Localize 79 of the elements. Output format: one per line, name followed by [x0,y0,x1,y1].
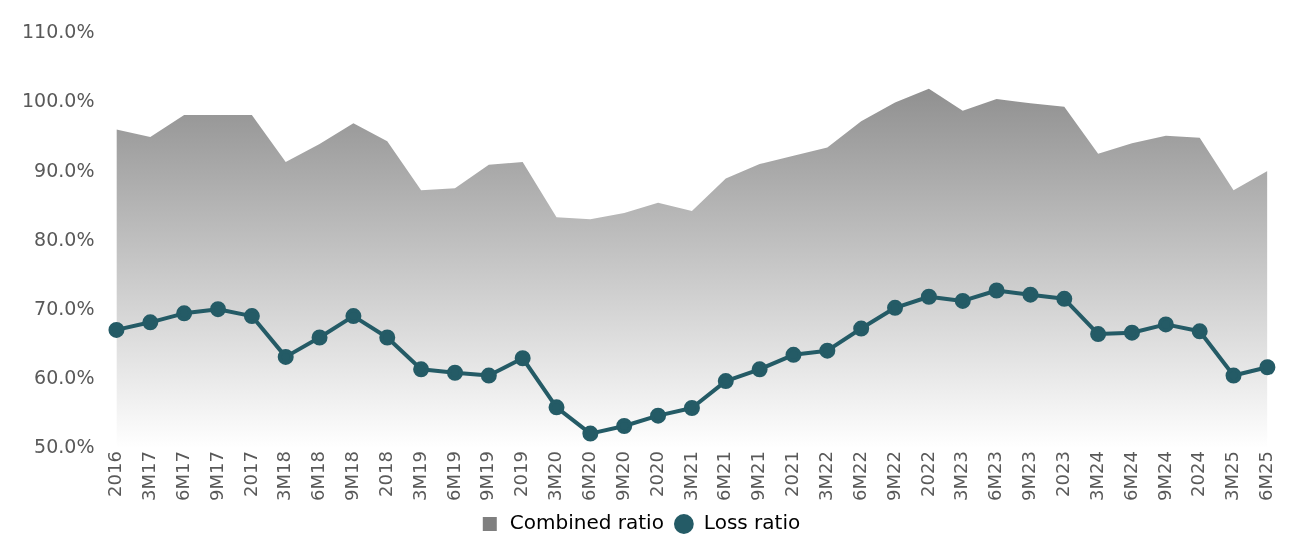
x-tick-label: 3M17 [137,451,159,501]
x-tick-label: 3M22 [815,451,836,501]
x-tick-label: 2019 [510,451,532,497]
y-tick-label: 60.0% [34,365,95,388]
point [853,320,870,337]
x-tick-label: 2020 [645,451,667,497]
point [379,329,396,346]
point [616,418,633,434]
x-tick-label: 3M18 [273,451,295,501]
y-tick-label: 100.0% [21,89,95,112]
x-tick-label: 2023 [1051,451,1073,497]
legend-label: Loss ratio [703,510,801,535]
x-tick-label: 6M20 [578,451,600,501]
y-tick-label: 80.0% [34,227,95,250]
x-tick-label: 3M24 [1085,451,1107,501]
x-tick-label: 6M17 [171,451,193,501]
x-tick-label: 3M25 [1221,451,1243,501]
x-tick-label: 9M18 [341,451,363,501]
point [345,308,362,325]
x-tick-label: 3M20 [544,451,566,501]
x-tick-label: 2016 [104,451,126,497]
point [717,373,734,390]
point [210,301,226,318]
point [548,399,565,416]
x-tick-label: 9M17 [205,451,227,501]
point [1022,286,1039,303]
x-tick-label: 2022 [916,451,938,497]
x-tick-label: 3M19 [408,451,430,501]
x-tick-label: 2024 [1187,451,1209,497]
x-tick-label: 3M23 [950,451,972,501]
point [1056,290,1073,307]
point [480,367,497,384]
x-tick-label: 6M25 [1255,451,1277,501]
x-tick-label: 9M21 [747,451,769,501]
point [751,361,768,378]
x-tick-label: 6M21 [713,451,735,501]
x-tick-label: 2021 [781,451,803,497]
point [954,292,971,309]
x-tick-label: 9M23 [1018,451,1040,501]
point [920,288,937,305]
x-tick-label: 9M20 [611,451,633,501]
x-tick-label: 6M24 [1119,451,1141,501]
x-tick-label: 2017 [239,451,261,497]
point [142,314,159,331]
x-tick-label: 6M18 [307,451,329,501]
x-tick-label: 3M21 [679,451,701,501]
x-tick-label: 6M23 [984,451,1006,501]
y-tick-label: 90.0% [34,158,95,181]
y-tick-label: 110.0% [21,20,95,43]
point [514,350,531,367]
point [243,308,260,325]
x-tick-label: 2018 [374,451,396,497]
point [446,364,463,381]
point [1259,359,1276,376]
point [413,361,430,378]
point [1191,323,1208,340]
x-tick-label: 9M22 [882,451,904,501]
point [108,321,125,338]
point [311,329,328,346]
point [582,425,599,442]
point [176,305,193,322]
point [1090,326,1107,343]
legend-label: Combined ratio [509,510,664,535]
point [1123,324,1140,341]
x-tick-label: 9M24 [1153,451,1175,501]
point [277,348,294,365]
point [1225,367,1242,384]
point [988,282,1005,299]
x-tick-label: 9M19 [476,451,498,501]
point [683,400,700,417]
point [785,346,802,363]
point [887,299,904,316]
point [650,407,667,424]
y-tick-label: 50.0% [34,435,95,458]
point [1157,316,1174,333]
point [819,342,836,359]
y-tick-label: 70.0% [34,296,95,319]
x-tick-label: 6M22 [848,451,870,501]
x-tick-label: 6M19 [442,451,464,501]
